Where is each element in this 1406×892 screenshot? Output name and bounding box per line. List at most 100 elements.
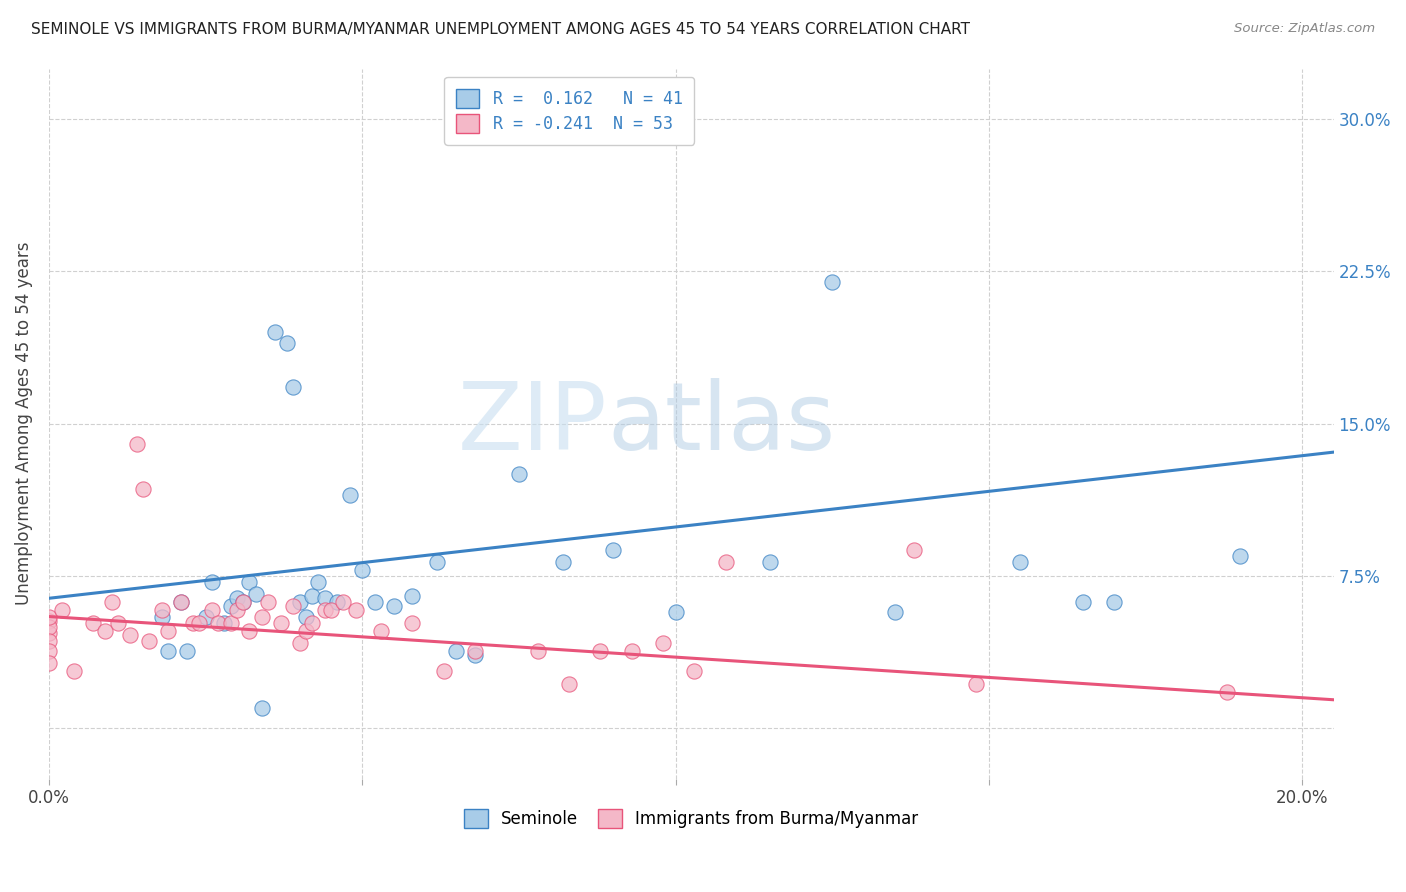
Point [1102, 595, 1125, 609]
Point [38, 644, 60, 658]
Point [270, 615, 292, 630]
Point [138, 633, 160, 648]
Point [100, 595, 122, 609]
Point [364, 595, 387, 609]
Point [263, 326, 285, 340]
Point [38, 614, 60, 628]
Point [51, 603, 73, 617]
Point [94, 624, 117, 638]
Point [301, 615, 323, 630]
Point [620, 644, 643, 658]
Point [226, 603, 249, 617]
Point [558, 676, 581, 690]
Y-axis label: Unemployment Among Ages 45 to 54 years: Unemployment Among Ages 45 to 54 years [15, 242, 32, 606]
Point [370, 624, 392, 638]
Point [433, 665, 456, 679]
Point [63, 665, 86, 679]
Point [1229, 549, 1251, 563]
Point [301, 589, 323, 603]
Point [125, 437, 148, 451]
Point [446, 644, 468, 658]
Point [401, 589, 423, 603]
Point [295, 609, 318, 624]
Point [283, 380, 305, 394]
Point [965, 676, 987, 690]
Point [38, 657, 60, 671]
Point [464, 648, 486, 662]
Point [157, 624, 180, 638]
Point [194, 609, 217, 624]
Point [219, 615, 242, 630]
Point [288, 595, 311, 609]
Point [201, 603, 224, 617]
Point [314, 591, 336, 606]
Point [283, 599, 305, 614]
Point [245, 587, 267, 601]
Point [821, 275, 844, 289]
Point [250, 609, 273, 624]
Point [238, 624, 260, 638]
Point [120, 628, 142, 642]
Point [38, 633, 60, 648]
Text: atlas: atlas [607, 377, 837, 470]
Point [157, 644, 180, 658]
Point [250, 701, 273, 715]
Point [1071, 595, 1094, 609]
Point [169, 595, 191, 609]
Point [903, 542, 925, 557]
Point [201, 575, 224, 590]
Point [132, 482, 155, 496]
Text: ZIP: ZIP [458, 377, 607, 470]
Point [176, 644, 198, 658]
Point [883, 606, 905, 620]
Point [352, 563, 374, 577]
Point [38, 609, 60, 624]
Text: Source: ZipAtlas.com: Source: ZipAtlas.com [1234, 22, 1375, 36]
Point [276, 335, 298, 350]
Point [107, 615, 129, 630]
Point [226, 591, 249, 606]
Point [339, 488, 361, 502]
Point [188, 615, 211, 630]
Point [38, 625, 60, 640]
Point [319, 603, 342, 617]
Point [314, 603, 336, 617]
Point [551, 555, 574, 569]
Point [214, 615, 236, 630]
Point [589, 644, 612, 658]
Point [238, 575, 260, 590]
Point [526, 644, 548, 658]
Point [326, 595, 349, 609]
Point [1216, 684, 1239, 698]
Point [382, 599, 405, 614]
Point [150, 609, 173, 624]
Point [232, 595, 254, 609]
Legend: Seminole, Immigrants from Burma/Myanmar: Seminole, Immigrants from Burma/Myanmar [458, 802, 925, 835]
Point [508, 467, 530, 482]
Point [401, 615, 423, 630]
Point [664, 606, 686, 620]
Point [464, 644, 486, 658]
Point [82, 615, 104, 630]
Point [181, 615, 204, 630]
Point [1010, 555, 1032, 569]
Point [307, 575, 329, 590]
Point [219, 599, 242, 614]
Point [232, 595, 254, 609]
Point [295, 624, 318, 638]
Point [652, 636, 675, 650]
Point [758, 555, 780, 569]
Point [602, 542, 624, 557]
Point [38, 620, 60, 634]
Point [288, 636, 311, 650]
Point [257, 595, 280, 609]
Point [150, 603, 173, 617]
Point [169, 595, 191, 609]
Point [714, 555, 737, 569]
Point [344, 603, 367, 617]
Point [207, 615, 229, 630]
Point [683, 665, 706, 679]
Text: SEMINOLE VS IMMIGRANTS FROM BURMA/MYANMAR UNEMPLOYMENT AMONG AGES 45 TO 54 YEARS: SEMINOLE VS IMMIGRANTS FROM BURMA/MYANMA… [31, 22, 970, 37]
Point [332, 595, 354, 609]
Point [426, 555, 449, 569]
